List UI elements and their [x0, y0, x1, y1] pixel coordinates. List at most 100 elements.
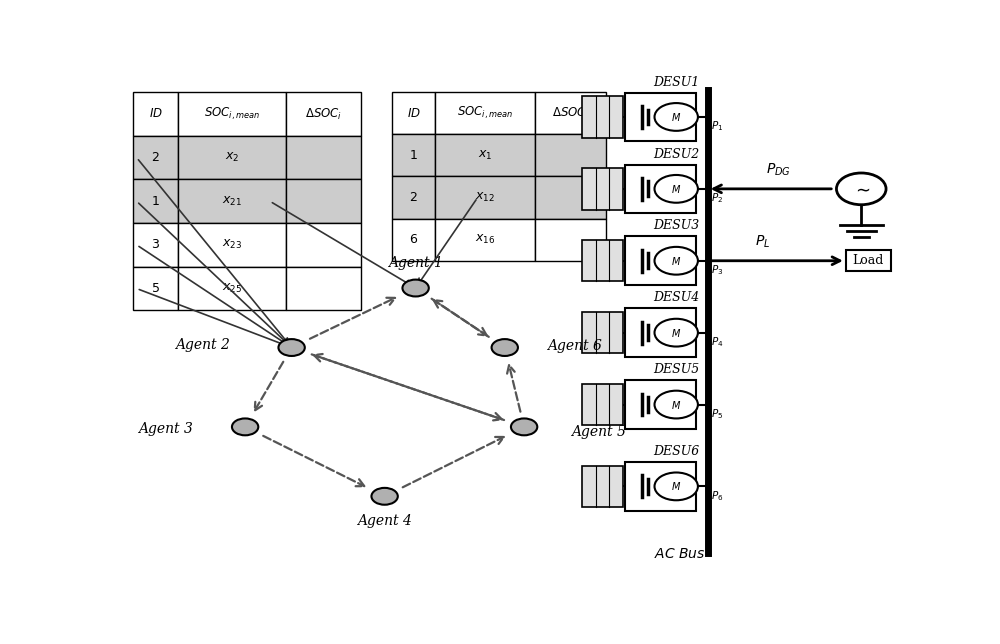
Bar: [178, 92, 286, 136]
Text: $\sim$: $\sim$: [852, 180, 871, 198]
Bar: [286, 223, 361, 267]
Bar: [133, 223, 178, 267]
Text: $M$: $M$: [671, 480, 681, 493]
Bar: [435, 176, 535, 218]
Text: Agent 5: Agent 5: [571, 425, 626, 439]
Circle shape: [278, 339, 305, 356]
Text: DESU2: DESU2: [653, 147, 700, 160]
Bar: [133, 136, 178, 180]
Bar: [178, 136, 286, 180]
Bar: [392, 218, 435, 261]
Bar: [286, 136, 361, 180]
Circle shape: [655, 391, 698, 419]
Bar: [535, 218, 606, 261]
Circle shape: [655, 319, 698, 346]
Text: $P_L$: $P_L$: [755, 233, 771, 250]
Text: $1$: $1$: [409, 149, 418, 162]
Bar: [582, 312, 623, 354]
Text: $\Delta SOC_i$: $\Delta SOC_i$: [552, 106, 589, 121]
Bar: [582, 240, 623, 281]
Text: $M$: $M$: [671, 327, 681, 339]
Text: $\Delta SOC_i$: $\Delta SOC_i$: [305, 106, 342, 122]
Bar: [133, 180, 178, 223]
Text: $6$: $6$: [409, 233, 418, 246]
Text: DESU5: DESU5: [653, 363, 700, 376]
Text: $x_{21}$: $x_{21}$: [222, 194, 242, 208]
Bar: [625, 93, 696, 141]
Circle shape: [511, 419, 537, 435]
Text: DESU6: DESU6: [653, 445, 700, 458]
Text: $SOC_{i,mean}$: $SOC_{i,mean}$: [204, 106, 260, 122]
Text: Agent 2: Agent 2: [175, 338, 230, 352]
Text: DESU4: DESU4: [653, 291, 700, 305]
Text: $M$: $M$: [671, 111, 681, 123]
Bar: [582, 168, 623, 209]
Bar: [133, 92, 178, 136]
Text: $x_1$: $x_1$: [478, 149, 492, 162]
Text: $2$: $2$: [409, 191, 418, 204]
Bar: [625, 308, 696, 357]
Circle shape: [232, 419, 258, 435]
Bar: [625, 236, 696, 285]
Bar: [582, 384, 623, 425]
Circle shape: [655, 175, 698, 203]
Bar: [625, 165, 696, 213]
Text: $P_{4}$: $P_{4}$: [711, 335, 723, 349]
Text: $M$: $M$: [671, 255, 681, 267]
Text: DESU1: DESU1: [653, 76, 700, 89]
Text: $x_{23}$: $x_{23}$: [222, 238, 242, 251]
Text: $SOC_{i,mean}$: $SOC_{i,mean}$: [457, 105, 513, 122]
Text: $ID$: $ID$: [407, 107, 421, 120]
Text: $2$: $2$: [151, 151, 160, 164]
Circle shape: [655, 103, 698, 131]
Text: $P_{5}$: $P_{5}$: [711, 407, 723, 421]
Text: $AC\ Bus$: $AC\ Bus$: [654, 547, 705, 561]
Bar: [582, 466, 623, 507]
Text: $P_{1}$: $P_{1}$: [711, 119, 723, 133]
Text: $x_{25}$: $x_{25}$: [222, 282, 242, 295]
Text: $x_{16}$: $x_{16}$: [475, 233, 495, 246]
Text: Agent 4: Agent 4: [357, 514, 412, 528]
Circle shape: [402, 279, 429, 296]
Bar: [535, 176, 606, 218]
Bar: [133, 267, 178, 310]
Text: DESU3: DESU3: [653, 220, 700, 232]
Bar: [286, 92, 361, 136]
Text: $3$: $3$: [151, 238, 160, 251]
Bar: [582, 97, 623, 138]
Bar: [392, 135, 435, 176]
Bar: [178, 223, 286, 267]
Text: Load: Load: [853, 254, 884, 267]
Text: $x_{12}$: $x_{12}$: [475, 191, 495, 204]
Bar: [286, 180, 361, 223]
Bar: [435, 135, 535, 176]
Circle shape: [655, 473, 698, 500]
Text: Agent 3: Agent 3: [138, 422, 193, 437]
Text: $x_2$: $x_2$: [225, 151, 239, 164]
Bar: [535, 135, 606, 176]
Text: $P_{DG}$: $P_{DG}$: [766, 162, 791, 178]
Circle shape: [836, 173, 886, 205]
Bar: [435, 218, 535, 261]
Bar: [392, 92, 435, 135]
Text: $M$: $M$: [671, 399, 681, 411]
Bar: [846, 251, 891, 271]
Text: $5$: $5$: [151, 282, 160, 295]
Text: $ID$: $ID$: [149, 108, 163, 120]
Text: $P_{3}$: $P_{3}$: [711, 263, 723, 277]
Bar: [286, 267, 361, 310]
Text: Agent 6: Agent 6: [547, 339, 602, 353]
Text: $P_{2}$: $P_{2}$: [711, 191, 723, 205]
Bar: [535, 92, 606, 135]
Text: $1$: $1$: [151, 194, 160, 208]
Bar: [392, 176, 435, 218]
Bar: [625, 380, 696, 429]
Text: Agent 1: Agent 1: [388, 256, 443, 270]
Circle shape: [371, 488, 398, 505]
Circle shape: [492, 339, 518, 356]
Circle shape: [655, 247, 698, 274]
Text: $M$: $M$: [671, 183, 681, 195]
Text: $P_{6}$: $P_{6}$: [711, 489, 723, 503]
Bar: [435, 92, 535, 135]
Bar: [625, 462, 696, 511]
